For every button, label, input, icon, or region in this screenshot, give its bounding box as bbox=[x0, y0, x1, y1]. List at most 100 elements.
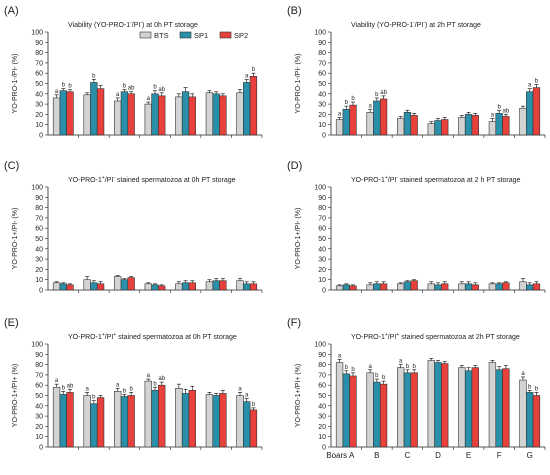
bar-bts-c bbox=[114, 391, 122, 448]
x-tick-label: F bbox=[497, 451, 502, 460]
bar-sp2-a bbox=[349, 375, 357, 448]
y-tick-label: 90 bbox=[318, 195, 326, 202]
bar-sp1-e bbox=[464, 283, 473, 291]
bar-sp2-e bbox=[188, 96, 196, 136]
y-axis-label: YO-PRO-1+/PI+ (%) bbox=[295, 364, 302, 427]
significance-letter: b bbox=[62, 385, 66, 391]
bar-sp2-c bbox=[410, 115, 418, 136]
y-tick-label: 90 bbox=[318, 40, 326, 47]
bar-sp1-d bbox=[434, 284, 442, 291]
significance-letter: ab bbox=[158, 87, 165, 93]
significance-letter: a bbox=[55, 378, 59, 384]
significance-letter: b bbox=[535, 79, 539, 85]
y-tick-label: 30 bbox=[35, 257, 43, 264]
significance-letter: a bbox=[116, 92, 120, 98]
bar-bts-f bbox=[205, 394, 214, 448]
bar-bts-g bbox=[236, 92, 244, 136]
bar-sp2-c bbox=[410, 280, 418, 291]
bar-sp1-e bbox=[464, 370, 473, 448]
bar-bts-d bbox=[144, 103, 152, 136]
y-tick-label: 60 bbox=[318, 383, 326, 390]
y-tick-label: 10 bbox=[318, 434, 326, 441]
y-tick-label: 40 bbox=[35, 91, 43, 98]
bar-sp1-c bbox=[120, 279, 129, 291]
bar-sp1-g bbox=[526, 91, 534, 136]
significance-letter: b bbox=[345, 100, 349, 106]
bar-sp1-d bbox=[151, 284, 159, 291]
significance-letter: b bbox=[382, 375, 386, 381]
significance-letter: a bbox=[238, 386, 242, 392]
y-tick-label: 70 bbox=[35, 60, 43, 67]
chart-title: Viability (YO-PRO-1-/PI-) at 0h PT stora… bbox=[68, 20, 198, 29]
y-tick-label: 50 bbox=[318, 236, 326, 243]
y-tick-label: 40 bbox=[318, 403, 326, 410]
significance-letter: a bbox=[491, 113, 495, 119]
y-tick-label: 10 bbox=[318, 277, 326, 284]
y-tick-label: 10 bbox=[318, 122, 326, 129]
bar-bts-b bbox=[366, 112, 374, 136]
bar-sp1-b bbox=[373, 381, 381, 448]
y-axis-label: YO-PRO-1-/PI- (%) bbox=[12, 54, 19, 114]
y-tick-label: 0 bbox=[39, 288, 43, 295]
y-tick-label: 20 bbox=[35, 267, 43, 274]
panel-label: (D) bbox=[287, 160, 302, 172]
y-tick-label: 100 bbox=[314, 185, 326, 192]
bar-sp2-f bbox=[219, 95, 227, 136]
bar-sp2-d bbox=[441, 283, 449, 291]
bar-sp1-b bbox=[90, 82, 98, 136]
bar-bts-c bbox=[397, 367, 405, 448]
panel-d: (D) YO-PRO-1+/PI- stained spermatozoa at … bbox=[287, 160, 546, 295]
bar-sp2-g bbox=[249, 75, 258, 136]
bar-bts-c bbox=[397, 283, 405, 291]
significance-letter: b bbox=[412, 364, 416, 370]
y-tick-label: 70 bbox=[318, 372, 326, 379]
y-tick-label: 60 bbox=[318, 71, 326, 78]
bar-sp2-d bbox=[441, 119, 449, 136]
legend-label-sp1: SP1 bbox=[194, 31, 208, 40]
significance-letter: b bbox=[123, 84, 127, 90]
y-axis-label: YO-PRO-1+/PI- (%) bbox=[12, 208, 19, 270]
x-tick-label: C bbox=[405, 451, 411, 460]
y-tick-label: 80 bbox=[35, 205, 43, 212]
y-tick-label: 20 bbox=[318, 267, 326, 274]
y-tick-label: 0 bbox=[39, 133, 43, 140]
bar-sp2-b bbox=[379, 383, 388, 448]
bar-sp1-f bbox=[495, 369, 503, 448]
significance-letter: ab bbox=[67, 383, 74, 389]
legend-swatch-bts bbox=[139, 31, 152, 39]
significance-letter: a bbox=[116, 382, 120, 388]
bar-sp1-d bbox=[151, 390, 159, 448]
y-tick-label: 70 bbox=[318, 215, 326, 222]
y-tick-label: 10 bbox=[35, 434, 43, 441]
y-tick-label: 50 bbox=[35, 393, 43, 400]
chart-title: YO-PRO-1+/PI+ stained spermatozoa at 2h … bbox=[351, 332, 520, 341]
y-tick-label: 100 bbox=[31, 185, 43, 192]
y-tick-label: 100 bbox=[31, 30, 43, 37]
significance-letter: b bbox=[92, 395, 96, 401]
panel-c: (C) YO-PRO-1+/PI- stained spermatozoa at … bbox=[4, 160, 263, 295]
legend-label-bts: BTS bbox=[154, 31, 169, 40]
bar-sp1-c bbox=[120, 91, 129, 136]
bar-sp1-c bbox=[120, 396, 129, 448]
y-tick-label: 80 bbox=[35, 50, 43, 57]
significance-letter: a bbox=[521, 371, 525, 377]
significance-letter: a bbox=[338, 353, 342, 359]
y-tick-label: 20 bbox=[35, 112, 43, 119]
y-tick-label: 100 bbox=[314, 342, 326, 349]
x-tick-label: G bbox=[527, 451, 533, 460]
bar-bts-a bbox=[52, 97, 61, 136]
bar-sp2-d bbox=[158, 384, 166, 448]
significance-letter: b bbox=[123, 388, 127, 394]
y-tick-label: 40 bbox=[35, 403, 43, 410]
bar-sp2-f bbox=[502, 282, 510, 291]
bar-bts-f bbox=[205, 92, 214, 136]
bar-bts-b bbox=[366, 372, 374, 448]
x-tick-label: B bbox=[374, 451, 379, 460]
bar-sp2-a bbox=[349, 104, 357, 136]
y-tick-label: 90 bbox=[318, 352, 326, 359]
bar-sp2-f bbox=[219, 393, 227, 448]
y-tick-label: 80 bbox=[318, 362, 326, 369]
panel-label: (F) bbox=[287, 317, 301, 329]
bar-bts-g bbox=[519, 107, 527, 136]
significance-letter: b bbox=[129, 386, 133, 392]
